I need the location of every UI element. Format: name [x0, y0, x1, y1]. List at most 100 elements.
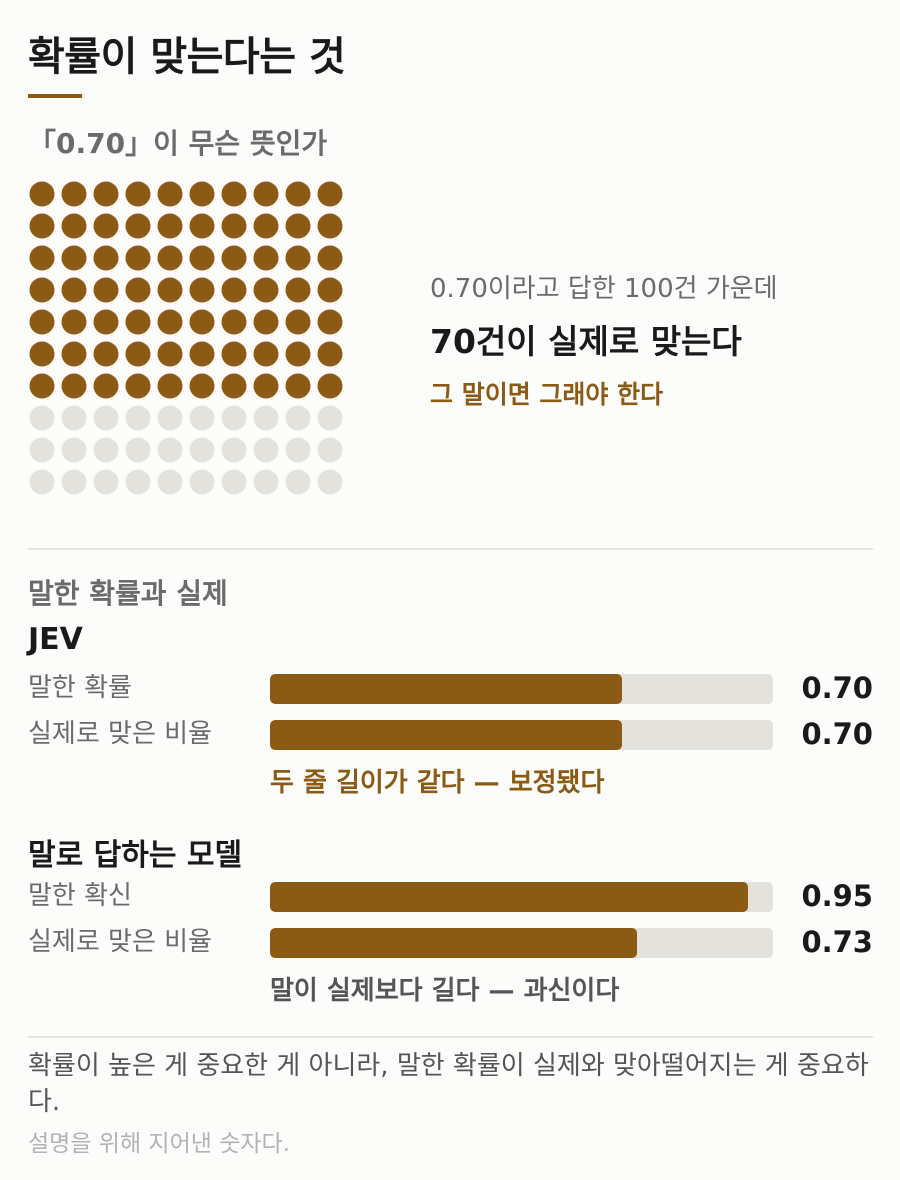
dot-filled: [285, 373, 311, 399]
dot-filled: [285, 213, 311, 239]
dot-filled: [253, 277, 279, 303]
dot-empty: [93, 469, 119, 495]
dot-filled: [317, 309, 343, 335]
bar-track: [270, 720, 773, 750]
dot-filled: [93, 213, 119, 239]
dot-filled: [221, 181, 247, 207]
bar-value: 0.95: [801, 879, 873, 913]
footer-text: 확률이 높은 게 중요한 게 아니라, 말한 확률이 실제와 맞아떨어지는 게 …: [28, 1051, 869, 1117]
bar-track: [270, 928, 773, 958]
dot-filled: [61, 181, 87, 207]
page-subtitle: 「0.70」이 무슨 뜻인가: [28, 127, 328, 160]
dot-filled: [317, 373, 343, 399]
footer-divider: [28, 1036, 873, 1038]
dot-filled: [253, 373, 279, 399]
dot-empty: [157, 437, 183, 463]
dot-empty: [93, 405, 119, 431]
dot-filled: [189, 341, 215, 367]
page-title: 확률이 맞는다는 것: [28, 34, 346, 80]
dot-filled: [157, 309, 183, 335]
group-verbal-model: 말로 답하는 모델 말한 확신 0.95 실제로 맞은 비율 0.73 말이 실…: [28, 830, 873, 1010]
dot-empty: [221, 469, 247, 495]
dot-filled: [253, 309, 279, 335]
dot-filled: [125, 245, 151, 271]
dot-empty: [61, 437, 87, 463]
dot-filled: [29, 341, 55, 367]
dot-filled: [93, 309, 119, 335]
dot-empty: [189, 405, 215, 431]
dot-empty: [285, 469, 311, 495]
dot-filled: [61, 341, 87, 367]
dot-filled: [189, 181, 215, 207]
dot-filled: [125, 373, 151, 399]
dot-filled: [29, 213, 55, 239]
dot-filled: [61, 277, 87, 303]
dot-filled: [29, 245, 55, 271]
dot-filled: [317, 245, 343, 271]
bar-fill: [270, 882, 748, 912]
dot-filled: [317, 213, 343, 239]
dot-filled: [189, 373, 215, 399]
dot-empty: [125, 469, 151, 495]
bar-row-stated: 말한 확률 0.70: [28, 672, 873, 704]
section-divider: [28, 548, 873, 550]
dot-filled: [189, 245, 215, 271]
title-accent-rule: [28, 94, 82, 98]
dot-grid-svg: [29, 181, 343, 495]
dot-filled: [221, 373, 247, 399]
dot-filled: [93, 245, 119, 271]
dot-filled: [157, 277, 183, 303]
bar-label: 실제로 맞은 비율: [28, 719, 212, 749]
dot-filled: [93, 181, 119, 207]
dot-filled: [253, 181, 279, 207]
dot-filled: [317, 341, 343, 367]
bar-track: [270, 674, 773, 704]
bar-label: 실제로 맞은 비율: [28, 927, 212, 957]
dot-empty: [285, 437, 311, 463]
dot-filled: [157, 341, 183, 367]
footnote: 설명을 위해 지어낸 숫자다.: [28, 1131, 291, 1157]
dot-filled: [29, 309, 55, 335]
dot-empty: [29, 469, 55, 495]
group-name: 말로 답하는 모델: [28, 838, 243, 873]
dot-empty: [317, 405, 343, 431]
dot-empty: [317, 469, 343, 495]
dot-empty: [221, 405, 247, 431]
dot-empty: [125, 405, 151, 431]
dot-empty: [253, 437, 279, 463]
dot-filled: [125, 341, 151, 367]
dot-filled: [221, 213, 247, 239]
dot-filled: [125, 213, 151, 239]
group-note: 두 줄 길이가 같다 — 보정됐다: [270, 768, 605, 798]
bar-label: 말한 확신: [28, 881, 132, 911]
dot-filled: [285, 245, 311, 271]
dot-filled: [93, 277, 119, 303]
dot-empty: [29, 437, 55, 463]
dot-empty: [285, 405, 311, 431]
comparison-section-title: 말한 확률과 실제: [28, 577, 228, 610]
dot-filled: [125, 309, 151, 335]
dot-filled: [61, 373, 87, 399]
dot-empty: [61, 469, 87, 495]
bar-value: 0.70: [801, 671, 873, 705]
bar-value: 0.73: [801, 925, 873, 959]
dot-filled: [125, 277, 151, 303]
dot-filled: [221, 277, 247, 303]
dot-filled: [157, 373, 183, 399]
dot-filled: [221, 309, 247, 335]
dot-filled: [221, 341, 247, 367]
dot-filled: [317, 181, 343, 207]
bar-row-actual: 실제로 맞은 비율 0.73: [28, 926, 873, 958]
dot-empty: [29, 405, 55, 431]
dot-filled: [125, 181, 151, 207]
dot-filled: [157, 181, 183, 207]
bar-label: 말한 확률: [28, 673, 132, 703]
dot-filled: [253, 245, 279, 271]
dot-filled: [93, 341, 119, 367]
dot-filled: [189, 277, 215, 303]
dot-filled: [61, 213, 87, 239]
dot-empty: [221, 437, 247, 463]
dot-filled: [189, 309, 215, 335]
dot-filled: [93, 373, 119, 399]
dot-empty: [93, 437, 119, 463]
